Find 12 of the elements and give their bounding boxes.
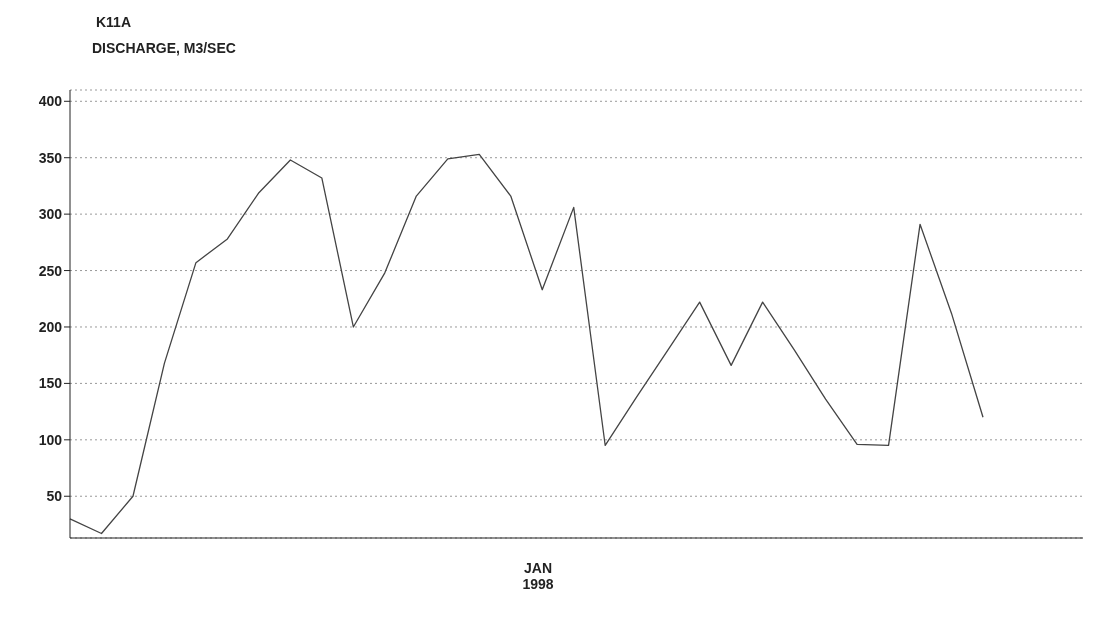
y-tick-label: 100 [38, 431, 63, 448]
y-tick-label: 300 [38, 206, 63, 223]
y-tick-label: 50 [46, 488, 63, 505]
line-series [69, 153, 984, 535]
y-tick-label: 150 [38, 375, 63, 392]
y-tick-label: 400 [38, 93, 63, 110]
y-tick-label: 350 [38, 149, 63, 166]
chart-title: K11A [96, 14, 132, 30]
y-axis-title: DISCHARGE, M3/SEC [92, 40, 236, 56]
y-tick-label: 200 [38, 318, 63, 335]
y-tick-label: 250 [38, 262, 63, 279]
text: JAN 1998 [521, 560, 555, 592]
